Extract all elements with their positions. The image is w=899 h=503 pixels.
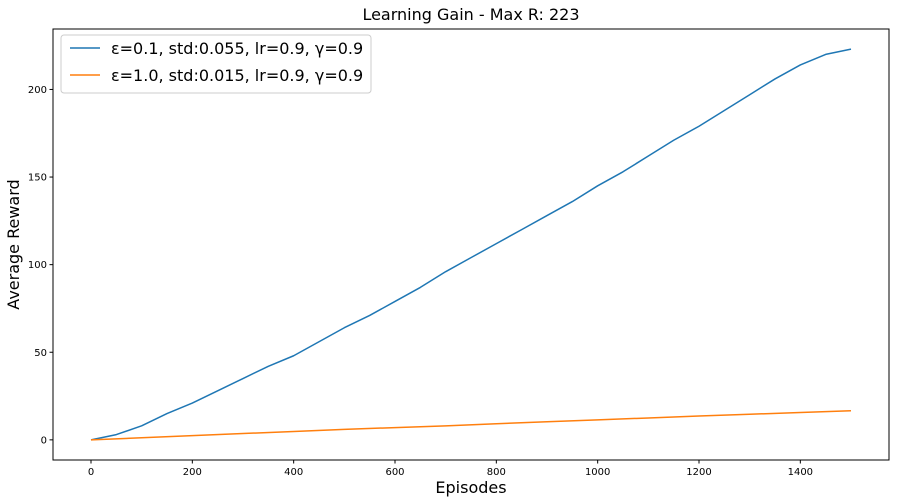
plot-area [90, 48, 852, 441]
y-axis-label: Average Reward [4, 179, 23, 309]
x-tick-label: 1400 [788, 467, 813, 478]
plot-frame [52, 28, 890, 461]
axis-ticks: 0 200 400 600 800 1000 1200 1400 0 50 100 150 200 [28, 85, 813, 478]
y-tick-label: 50 [34, 348, 47, 359]
series-line-2 [90, 410, 852, 441]
x-tick-label: 200 [183, 467, 202, 478]
x-tick-label: 600 [385, 467, 404, 478]
x-tick-label: 1000 [585, 467, 610, 478]
legend: ε=0.1, std:0.055, lr=0.9, γ=0.9 ε=1.0, st… [60, 34, 372, 94]
legend-label-2: ε=1.0, std:0.015, lr=0.9, γ=0.9 [111, 66, 363, 85]
y-tick-label: 0 [41, 435, 47, 446]
y-tick-label: 100 [28, 260, 47, 271]
chart-title: Learning Gain - Max R: 223 [362, 5, 579, 24]
y-tick-label: 150 [28, 173, 47, 184]
series-line-1 [90, 48, 852, 441]
legend-label-1: ε=0.1, std:0.055, lr=0.9, γ=0.9 [111, 39, 363, 58]
y-tick-label: 200 [28, 85, 47, 96]
legend-box [60, 34, 372, 94]
x-tick-label: 400 [284, 467, 303, 478]
x-axis-label: Episodes [435, 478, 506, 497]
x-tick-label: 0 [88, 467, 94, 478]
x-tick-label: 1200 [686, 467, 711, 478]
x-tick-label: 800 [487, 467, 506, 478]
